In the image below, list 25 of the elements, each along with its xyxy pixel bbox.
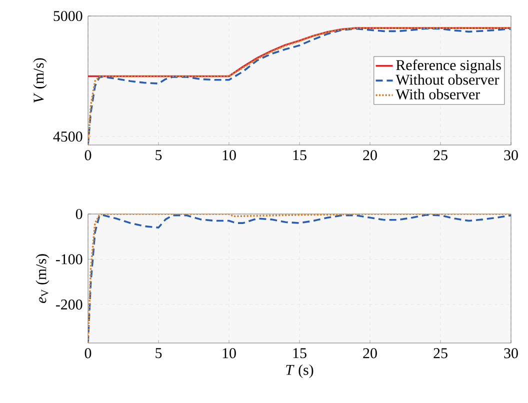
x-tick-label: 15 (293, 348, 306, 358)
y-tick-label: 4500 (53, 132, 82, 142)
x-tick-label: 0 (84, 150, 92, 160)
x-tick-label: 10 (222, 348, 236, 358)
x-tick-label: 0 (84, 348, 92, 358)
legend-label: With observer (396, 88, 480, 100)
legend-label: Without observer (396, 74, 500, 85)
x-tick-label: 25 (434, 150, 448, 160)
y-tick-label: -200 (56, 299, 82, 310)
x-tick-label: 20 (363, 150, 377, 160)
x-tick-label: 30 (504, 348, 518, 358)
y-tick-label: 0 (76, 208, 82, 220)
y-tick-label: -100 (56, 254, 82, 264)
legend-label: Reference signals (396, 60, 501, 74)
x-axis-title: T (s) (286, 364, 314, 378)
y-tick-label: 5000 (54, 10, 82, 22)
x-tick-label: 15 (293, 150, 306, 160)
x-tick-label: 25 (434, 348, 448, 358)
x-tick-label: 20 (363, 348, 377, 358)
x-tick-label: 5 (156, 348, 162, 358)
y-axis-title: V (m/s) (33, 58, 47, 103)
x-tick-label: 5 (156, 150, 162, 160)
x-tick-label: 10 (222, 150, 236, 160)
x-tick-label: 30 (504, 150, 518, 160)
y-axis-title: e$_{V}$ (m/s) (36, 254, 50, 304)
